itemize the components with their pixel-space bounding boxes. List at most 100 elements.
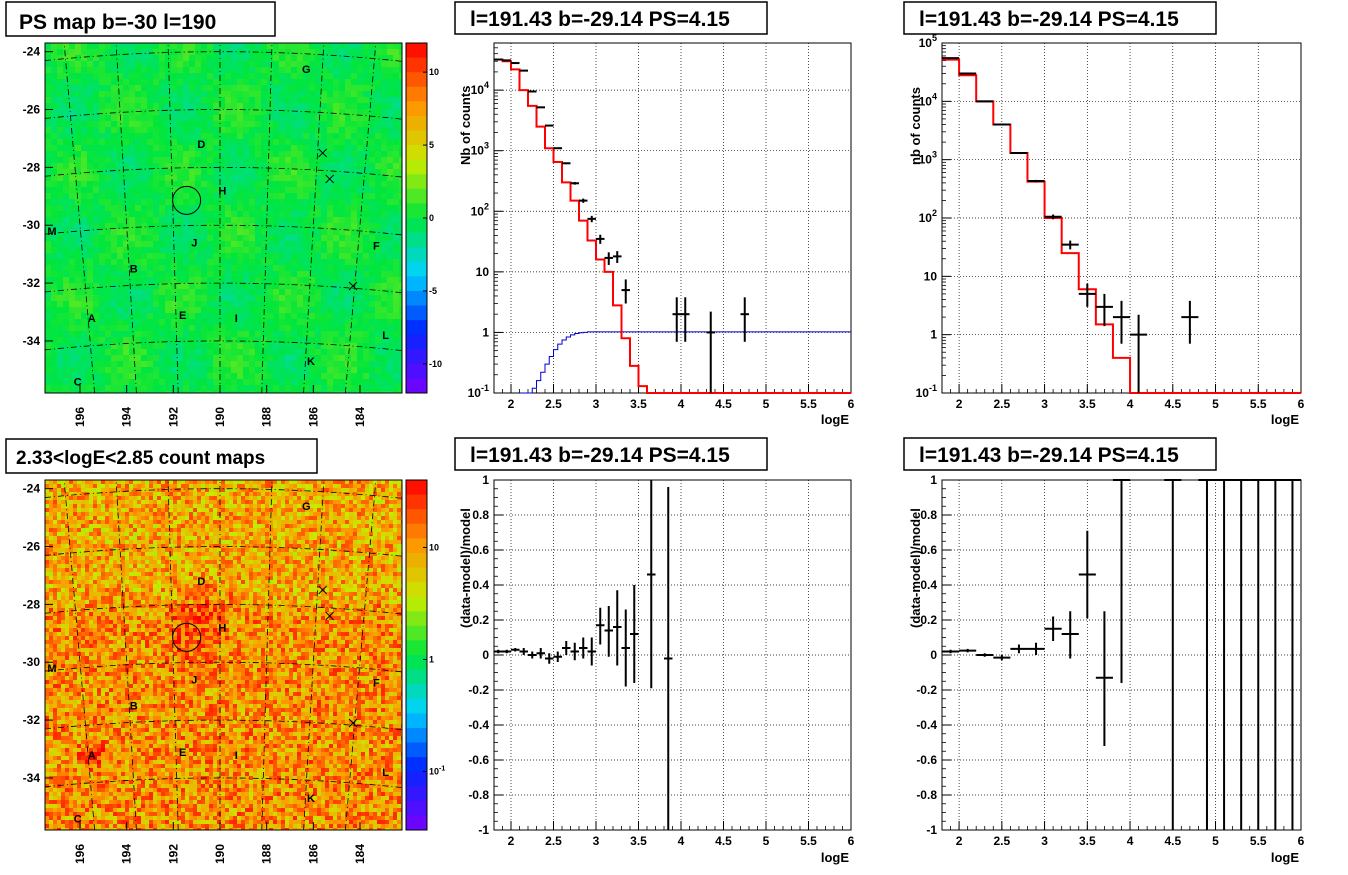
map-pixel [243, 151, 249, 157]
map-pixel [75, 157, 81, 163]
map-pixel [387, 361, 393, 367]
y-tick-label: 105 [919, 33, 937, 50]
map-pixel [141, 349, 147, 355]
model-line [942, 58, 1301, 394]
map-pixel [171, 241, 177, 247]
map-pixel [129, 277, 135, 283]
map-pixel [93, 97, 99, 103]
map-pixel [273, 307, 279, 313]
map-pixel [135, 43, 141, 49]
map-pixel [207, 277, 213, 283]
map-pixel [339, 391, 345, 393]
map-pixel [309, 181, 315, 187]
map-pixel [243, 61, 249, 67]
map-pixel [393, 181, 399, 187]
map-pixel [261, 235, 267, 241]
map-pixel [205, 512, 209, 516]
map-pixel [135, 367, 141, 373]
map-pixel [63, 271, 69, 277]
map-pixel [147, 277, 153, 283]
map-pixel [339, 145, 345, 151]
map-pixel [325, 488, 329, 492]
map-pixel [63, 241, 69, 247]
map-pixel [369, 259, 375, 265]
map-pixel [225, 61, 231, 67]
map-pixel [353, 508, 357, 512]
map-pixel [261, 199, 267, 205]
map-pixel [345, 139, 351, 145]
map-pixel [117, 43, 123, 49]
map-pixel [265, 520, 269, 524]
map-pixel [381, 492, 385, 496]
map-pixel [327, 385, 333, 391]
map-pixel [321, 115, 327, 121]
map-pixel [249, 67, 255, 73]
map-pixel [123, 193, 129, 199]
map-pixel [399, 307, 402, 313]
map-pixel [329, 484, 333, 488]
map-pixel [153, 295, 159, 301]
map-pixel [369, 193, 375, 199]
map-pixel [161, 500, 165, 504]
map-pixel [321, 391, 327, 393]
map-pixel [159, 193, 165, 199]
map-pixel [173, 480, 177, 484]
map-pixel [93, 349, 99, 355]
map-pixel [87, 361, 93, 367]
map-pixel [381, 391, 387, 393]
map-pixel [255, 73, 261, 79]
map-pixel [345, 349, 351, 355]
map-pixel [159, 307, 165, 313]
map-pixel [321, 508, 325, 512]
map-pixel [267, 235, 273, 241]
map-pixel [99, 97, 105, 103]
map-pixel [171, 313, 177, 319]
map-pixel [169, 488, 173, 492]
y-tick-label: 1 [930, 328, 937, 342]
map-pixel [189, 361, 195, 367]
map-pixel [303, 379, 309, 385]
map-pixel [243, 331, 249, 337]
colorbar-segment [406, 247, 427, 263]
map-pixel [219, 271, 225, 277]
map-pixel [159, 181, 165, 187]
map-pixel [387, 169, 393, 175]
map-pixel [279, 109, 285, 115]
map-pixel [341, 500, 345, 504]
map-pixel [267, 373, 273, 379]
map-pixel [213, 193, 219, 199]
map-pixel [63, 385, 69, 391]
map-pixel [213, 61, 219, 67]
y-tick-label: 102 [471, 201, 489, 218]
map-pixel [219, 55, 225, 61]
map-pixel [303, 367, 309, 373]
map-pixel [377, 488, 381, 492]
map-pixel [267, 55, 273, 61]
map-pixel [219, 307, 225, 313]
map-pixel [315, 49, 321, 55]
map-pixel [135, 79, 141, 85]
map-pixel [273, 496, 277, 500]
map-pixel [45, 520, 49, 524]
map-pixel [135, 115, 141, 121]
map-pixel [111, 391, 117, 393]
map-pixel [225, 379, 231, 385]
map-pixel [237, 508, 241, 512]
map-pixel [309, 103, 315, 109]
x-axis-label: logE [821, 412, 849, 427]
map-pixel [219, 169, 225, 175]
map-pixel [73, 504, 77, 508]
map-pixel [135, 175, 141, 181]
map-pixel [219, 181, 225, 187]
map-pixel [351, 97, 357, 103]
map-pixel [117, 265, 123, 271]
map-pixel [399, 235, 402, 241]
map-pixel [387, 379, 393, 385]
map-pixel [63, 253, 69, 259]
map-pixel [69, 67, 75, 73]
map-pixel [381, 307, 387, 313]
map-pixel [207, 79, 213, 85]
map-pixel [165, 229, 171, 235]
map-pixel [289, 488, 293, 492]
map-pixel [75, 181, 81, 187]
